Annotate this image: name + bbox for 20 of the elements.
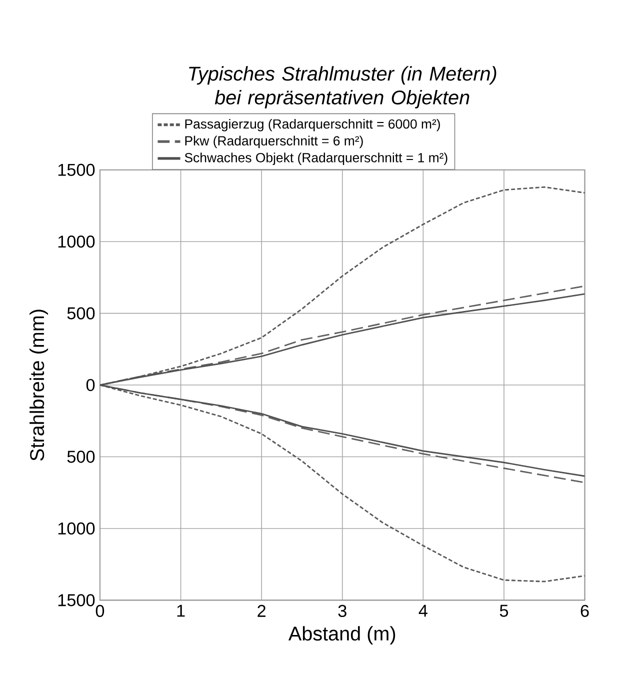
x-axis-title: Abstand (m)	[288, 626, 396, 645]
x-tick-label: 5	[500, 604, 508, 617]
x-tick-label: 6	[580, 604, 589, 618]
x-tick-label: 2	[258, 604, 266, 617]
y-tick-label: 1500	[58, 594, 95, 606]
y-tick-label: 500	[67, 450, 95, 463]
y-tick-label: 1000	[58, 522, 95, 535]
y-axis-title: Strahlbreite (mm)	[30, 310, 48, 461]
x-tick-label: 0	[96, 604, 104, 618]
y-tick-label: 500	[67, 307, 95, 320]
chart-title: Typisches Strahlmuster (in Metern) bei repräsentativen Objekten	[189, 66, 496, 108]
x-tick-label: 3	[338, 604, 346, 618]
y-tick-label: 1000	[58, 236, 95, 248]
y-tick-label: 0	[86, 378, 95, 392]
x-tick-label: 1	[177, 604, 185, 617]
x-tick-label: 4	[418, 604, 428, 617]
legend-label: Pkw (Radarquerschnitt = 6 m²)	[185, 136, 363, 148]
legend-label: Passagierzug (Radarquerschnitt = 6000 m²)	[185, 118, 440, 132]
legend-label: Schwaches Objekt (Radarquerschnitt = 1 m²)	[184, 152, 448, 165]
y-tick-label: 1500	[58, 164, 95, 176]
